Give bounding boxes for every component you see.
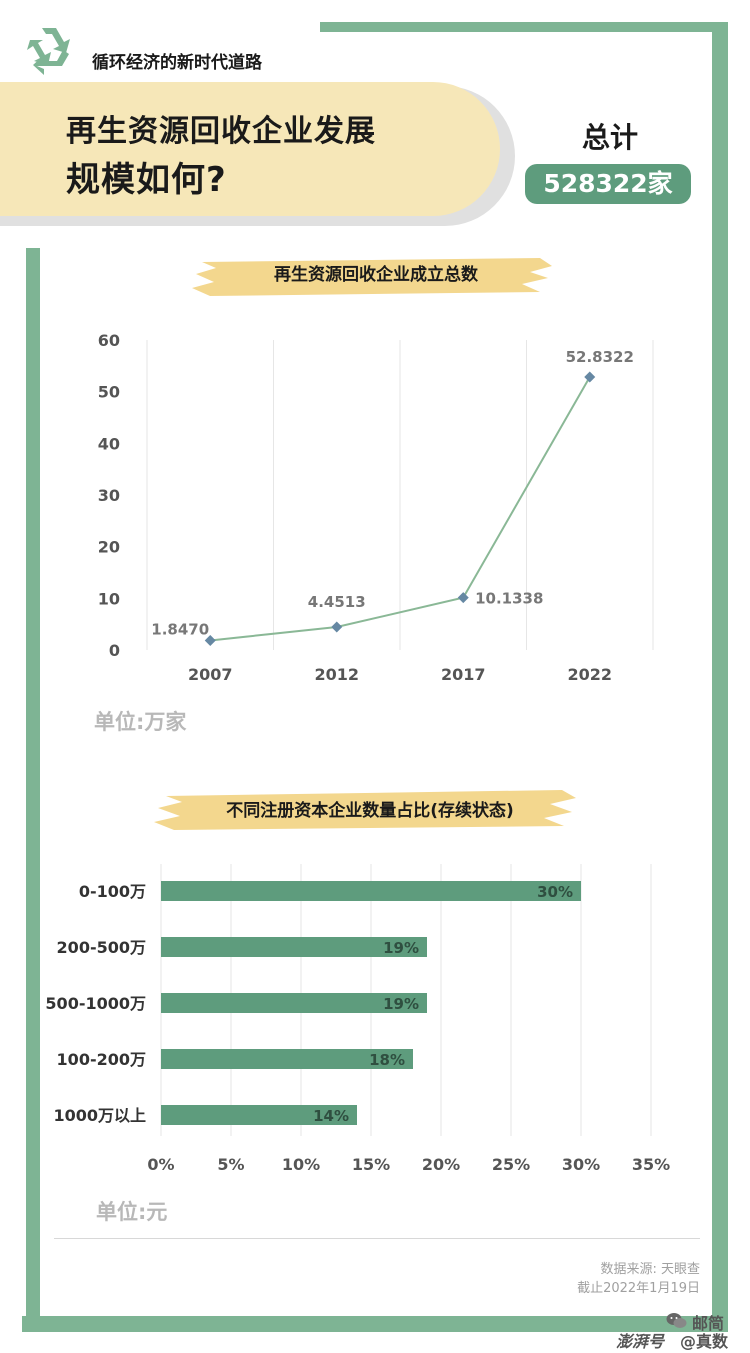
frame-right — [712, 22, 728, 1332]
wechat-icon — [666, 1313, 687, 1328]
watermark-handle: @真数 — [680, 1332, 729, 1351]
bar-title-brush — [154, 790, 576, 830]
subtitle: 循环经济的新时代道路 — [92, 53, 262, 73]
page-title-line2: 规模如何? — [66, 160, 227, 200]
total-value-badge: 528322家 — [525, 164, 691, 204]
bar — [161, 937, 427, 957]
frame-top — [320, 22, 728, 32]
bar — [161, 993, 427, 1013]
data-label: 14% — [313, 1107, 349, 1125]
data-point — [584, 371, 596, 383]
x-tick-label: 2017 — [441, 665, 486, 684]
category-label: 1000万以上 — [53, 1106, 146, 1125]
data-date: 截止2022年1月19日 — [577, 1281, 700, 1296]
line-chart-title: 再生资源回收企业成立总数 — [274, 265, 478, 285]
bar — [161, 1105, 357, 1125]
data-label: 4.4513 — [308, 593, 366, 611]
series-line — [210, 376, 591, 642]
frame-bottom — [22, 1316, 728, 1332]
y-tick-label: 40 — [98, 434, 120, 453]
x-tick-label: 0% — [147, 1155, 174, 1174]
data-label: 19% — [383, 995, 419, 1013]
footer-divider — [54, 1238, 700, 1239]
data-label: 19% — [383, 939, 419, 957]
data-point — [204, 634, 216, 646]
line-chart-unit: 单位:万家 — [94, 710, 187, 734]
data-source: 数据来源: 天眼查 — [600, 1262, 700, 1277]
y-tick-label: 50 — [98, 383, 120, 402]
y-tick-label: 10 — [98, 589, 120, 608]
x-tick-label: 5% — [217, 1155, 244, 1174]
category-label: 200-500万 — [57, 938, 146, 957]
y-tick-label: 30 — [98, 486, 120, 505]
data-label: 1.8470 — [151, 620, 209, 638]
watermark-brand: 澎湃号 — [616, 1332, 665, 1351]
total-label: 总计 — [581, 121, 638, 154]
data-label: 30% — [537, 883, 573, 901]
title-banner — [0, 82, 500, 216]
watermark-account: 邮简 — [692, 1314, 725, 1333]
data-point — [457, 592, 469, 604]
category-label: 0-100万 — [79, 882, 146, 901]
x-tick-label: 15% — [352, 1155, 390, 1174]
data-point — [331, 621, 343, 633]
data-label: 10.1338 — [475, 590, 543, 608]
recycle-icon — [27, 28, 70, 75]
category-label: 500-1000万 — [45, 994, 146, 1013]
x-tick-label: 2007 — [188, 665, 233, 684]
frame-left — [26, 248, 40, 1332]
bar-chart: 0% 5% 10% 15% 20% 25% 30% 35% 0-100万 30% 200-500万 1… — [45, 864, 670, 1174]
bar — [161, 881, 581, 901]
bar — [161, 1049, 413, 1069]
y-tick-label: 20 — [98, 538, 120, 557]
x-tick-label: 10% — [282, 1155, 320, 1174]
category-label: 100-200万 — [57, 1050, 146, 1069]
y-tick-label: 60 — [98, 331, 120, 350]
x-tick-label: 2022 — [567, 665, 612, 684]
x-tick-label: 25% — [492, 1155, 530, 1174]
data-label: 18% — [369, 1051, 405, 1069]
bar-chart-unit: 单位:元 — [96, 1200, 168, 1224]
page-title-line1: 再生资源回收企业发展 — [66, 114, 376, 149]
x-tick-label: 2012 — [314, 665, 359, 684]
y-tick-label: 0 — [109, 641, 120, 660]
x-tick-label: 35% — [632, 1155, 670, 1174]
x-tick-label: 20% — [422, 1155, 460, 1174]
data-label: 52.8322 — [566, 348, 634, 366]
line-chart: 0 10 20 30 40 50 60 2007 2012 2017 2022 1.8470 4.451… — [98, 331, 654, 684]
x-tick-label: 30% — [562, 1155, 600, 1174]
line-title-brush — [192, 258, 552, 296]
bar-chart-title: 不同注册资本企业数量占比(存续状态) — [226, 801, 514, 821]
